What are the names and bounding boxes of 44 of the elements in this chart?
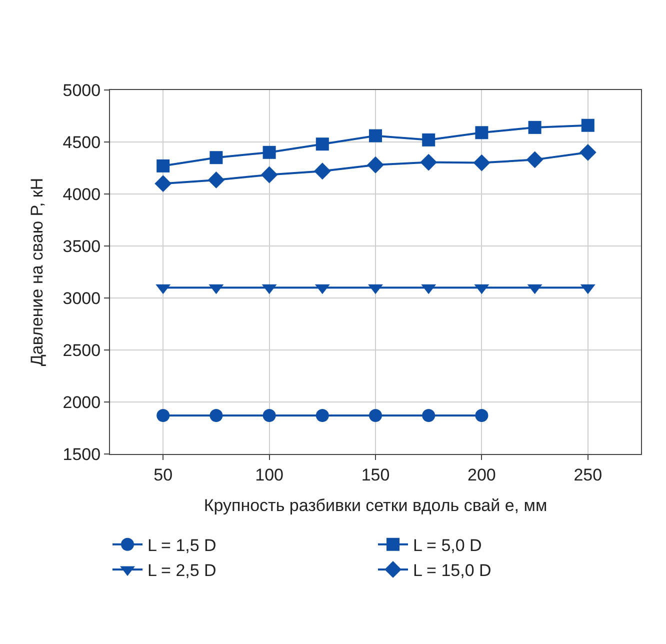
x-tick-label: 250 xyxy=(574,465,602,484)
y-tick-label: 2000 xyxy=(62,392,101,412)
y-tick-label: 3000 xyxy=(62,288,101,308)
point xyxy=(579,144,596,161)
x-axis-title: Крупность разбивки сетки вдоль свай e, мм xyxy=(204,496,548,515)
point xyxy=(260,166,278,184)
point xyxy=(210,151,223,164)
x-tick-label: 150 xyxy=(361,465,390,484)
legend-label: L = 15,0 D xyxy=(413,561,492,580)
y-axis-title: Давление на сваю P, кН xyxy=(27,178,46,366)
point xyxy=(262,146,276,159)
x-tick-label: 100 xyxy=(255,465,284,484)
point xyxy=(422,133,436,146)
point xyxy=(369,409,382,422)
point xyxy=(156,159,170,172)
point xyxy=(367,156,384,174)
point xyxy=(475,126,488,140)
y-tick-label: 4500 xyxy=(62,132,101,152)
point xyxy=(316,409,329,422)
point xyxy=(314,162,331,180)
point xyxy=(210,409,223,422)
point xyxy=(208,172,225,188)
point xyxy=(581,118,594,132)
point xyxy=(475,409,488,422)
y-tick-label: 3500 xyxy=(62,236,101,256)
point xyxy=(526,151,544,168)
x-tick-label: 200 xyxy=(468,465,496,484)
legend-label: L = 1,5 D xyxy=(148,536,216,555)
y-tick-label: 1500 xyxy=(62,444,101,464)
point xyxy=(528,120,542,134)
point xyxy=(422,409,436,422)
y-tick-label: 4000 xyxy=(62,184,101,204)
legend-label: L = 5,0 D xyxy=(413,536,482,555)
point xyxy=(369,129,382,142)
x-tick-label: 50 xyxy=(154,465,173,484)
y-tick-label: 2500 xyxy=(62,340,101,360)
legend-label: L = 2,5 D xyxy=(148,561,216,580)
point xyxy=(262,409,276,422)
point xyxy=(473,154,490,172)
y-tick-label: 5000 xyxy=(62,80,101,100)
point xyxy=(156,409,170,422)
point xyxy=(154,175,172,192)
point xyxy=(316,138,329,151)
point xyxy=(420,154,438,171)
